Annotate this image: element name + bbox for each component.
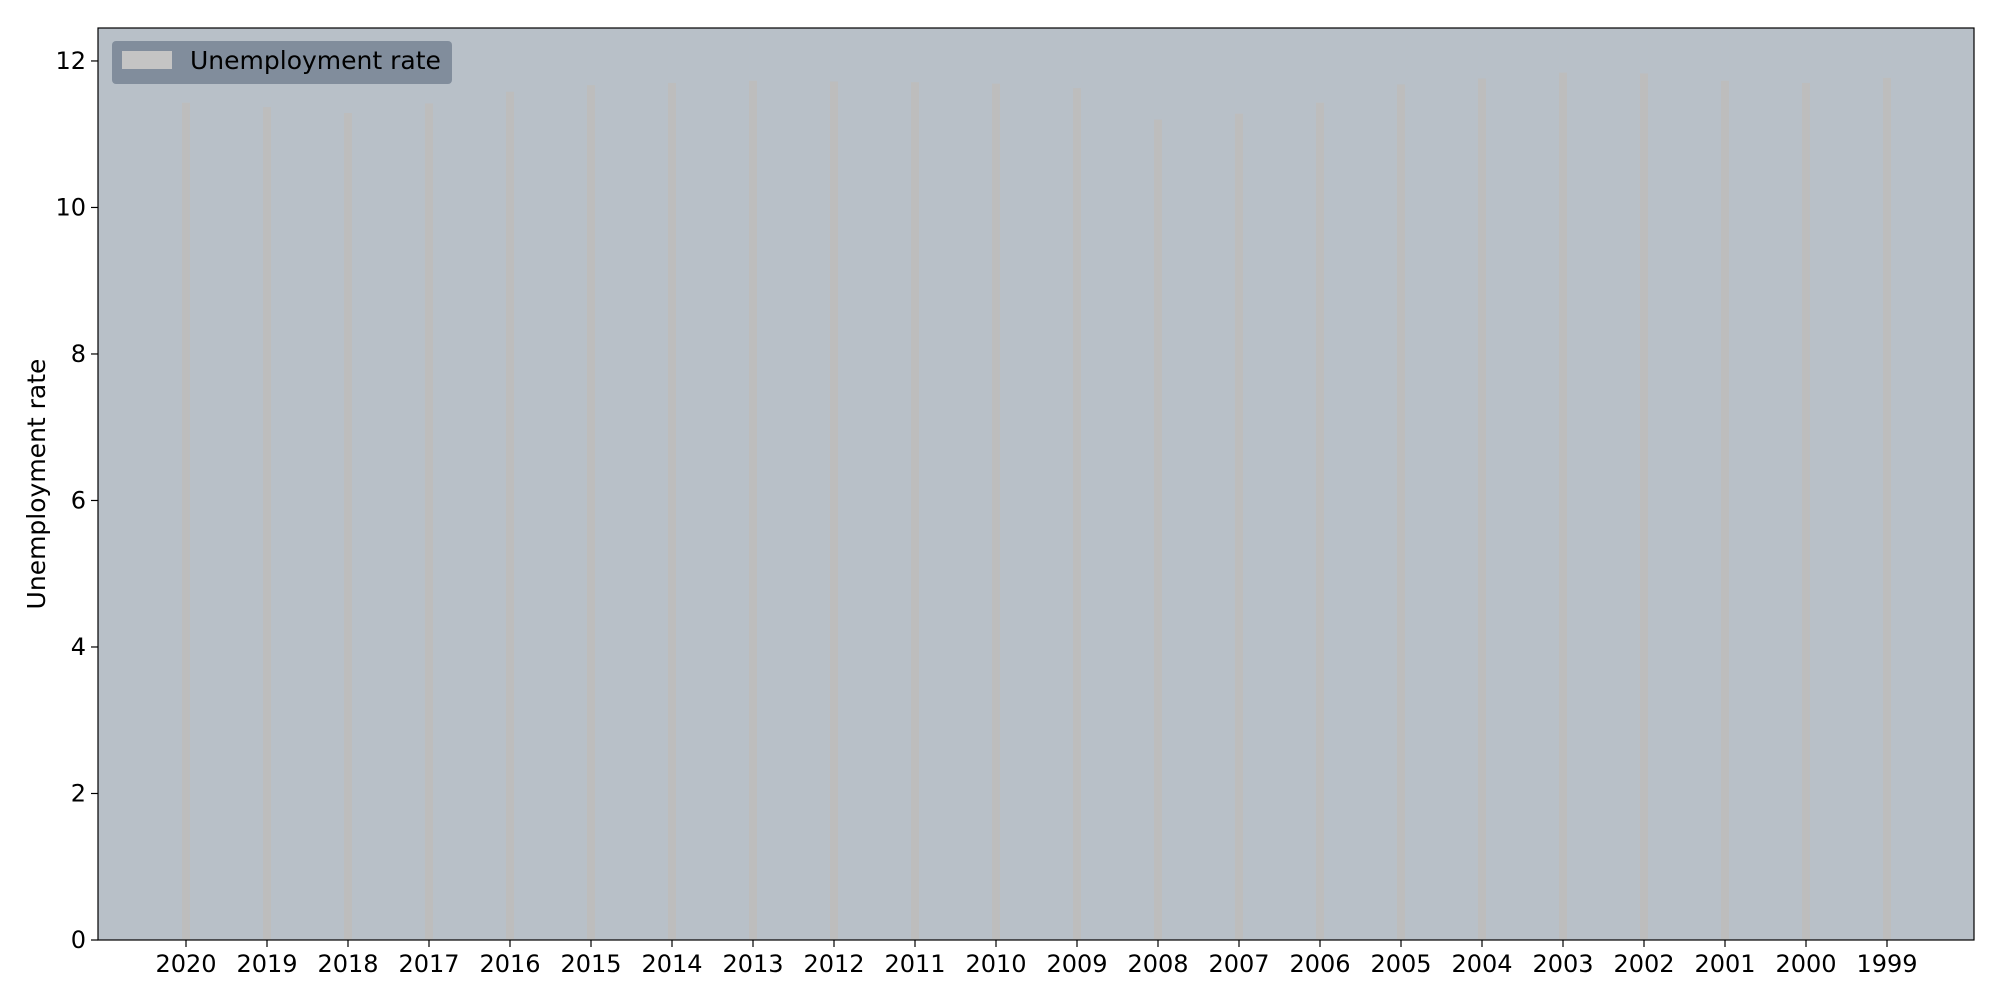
bar-2000 bbox=[1802, 82, 1810, 940]
bar-2001 bbox=[1721, 80, 1729, 940]
bar-2018 bbox=[344, 112, 352, 940]
bar-2011 bbox=[911, 82, 919, 941]
x-tick-label-2016: 2016 bbox=[479, 950, 540, 978]
legend: Unemployment rate bbox=[112, 41, 452, 84]
x-tick-label-1999: 1999 bbox=[1856, 950, 1917, 978]
bar-2012 bbox=[830, 81, 838, 940]
x-tick-label-2000: 2000 bbox=[1775, 950, 1836, 978]
x-tick-label-2009: 2009 bbox=[1046, 950, 1107, 978]
bar-2005 bbox=[1397, 84, 1405, 941]
x-tick-label-2008: 2008 bbox=[1127, 950, 1188, 978]
x-tick-label-2020: 2020 bbox=[155, 950, 216, 978]
legend-box bbox=[112, 41, 452, 84]
bar-2017 bbox=[425, 103, 433, 940]
bar-1999 bbox=[1883, 77, 1891, 940]
bar-2009 bbox=[1073, 88, 1081, 941]
x-tick-label-2011: 2011 bbox=[884, 950, 945, 978]
bar-2003 bbox=[1559, 72, 1567, 941]
x-tick-label-2013: 2013 bbox=[722, 950, 783, 978]
bars-group bbox=[182, 72, 1891, 941]
y-tick-label-6: 6 bbox=[71, 486, 86, 514]
y-tick-label-4: 4 bbox=[71, 633, 86, 661]
y-ticks-group: 0 2 4 6 8 10 12 bbox=[55, 47, 98, 954]
bar-2014 bbox=[668, 82, 676, 940]
bar-2015 bbox=[587, 85, 595, 941]
x-tick-label-2012: 2012 bbox=[803, 950, 864, 978]
x-tick-label-2018: 2018 bbox=[317, 950, 378, 978]
x-tick-label-2014: 2014 bbox=[641, 950, 702, 978]
bar-2008 bbox=[1154, 119, 1162, 940]
bar-2010 bbox=[992, 83, 1000, 940]
bar-2006 bbox=[1316, 102, 1324, 940]
bar-2019 bbox=[263, 107, 271, 940]
x-tick-label-2002: 2002 bbox=[1613, 950, 1674, 978]
y-axis-label: Unemployment rate bbox=[22, 359, 51, 610]
bar-2007 bbox=[1235, 113, 1243, 940]
x-tick-label-2007: 2007 bbox=[1208, 950, 1269, 978]
x-tick-label-2005: 2005 bbox=[1370, 950, 1431, 978]
x-tick-label-2004: 2004 bbox=[1451, 950, 1512, 978]
x-tick-label-2010: 2010 bbox=[965, 950, 1026, 978]
plot-area bbox=[98, 28, 1974, 940]
y-tick-label-10: 10 bbox=[55, 193, 86, 221]
legend-label: Unemployment rate bbox=[190, 46, 441, 75]
bar-2013 bbox=[749, 80, 757, 940]
x-tick-label-2017: 2017 bbox=[398, 950, 459, 978]
plot-frame bbox=[97, 27, 1975, 941]
y-tick-label-8: 8 bbox=[71, 340, 86, 368]
x-tick-label-2015: 2015 bbox=[560, 950, 621, 978]
y-tick-label-0: 0 bbox=[71, 926, 86, 954]
bar-2016 bbox=[506, 91, 514, 941]
bar-2004 bbox=[1478, 78, 1486, 941]
x-tick-label-2001: 2001 bbox=[1694, 950, 1755, 978]
x-ticks-group: 2020 2019 2018 2017 2016 2015 2014 2013 2012 2011… bbox=[155, 940, 1918, 978]
bar-2002 bbox=[1640, 73, 1648, 940]
bar-2020 bbox=[182, 102, 190, 940]
x-tick-label-2003: 2003 bbox=[1532, 950, 1593, 978]
y-tick-label-2: 2 bbox=[71, 779, 86, 807]
x-tick-label-2019: 2019 bbox=[236, 950, 297, 978]
x-tick-label-2006: 2006 bbox=[1289, 950, 1350, 978]
y-tick-label-12: 12 bbox=[55, 47, 86, 75]
legend-swatch bbox=[122, 51, 172, 69]
